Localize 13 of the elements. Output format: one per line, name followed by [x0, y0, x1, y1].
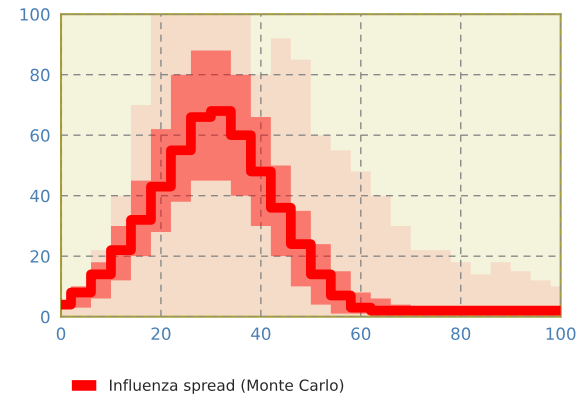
- y-tick-label: 40: [30, 190, 50, 202]
- x-tick-label: 60: [351, 327, 370, 340]
- x-tick-label: 100: [546, 327, 576, 340]
- y-tick-label: 100: [20, 8, 50, 21]
- x-tick-label: 40: [251, 327, 270, 340]
- y-tick-label: 20: [30, 250, 50, 263]
- x-tick-label: 0: [56, 327, 66, 340]
- x-tick-label: 20: [152, 327, 170, 340]
- x-tick-label: 80: [451, 327, 470, 340]
- y-tick-label: 80: [30, 68, 50, 82]
- legend-label: Influenza spread (Monte Carlo): [110, 379, 344, 394]
- y-tick-label: 60: [30, 129, 50, 142]
- y-tick-label: 0: [41, 310, 50, 324]
